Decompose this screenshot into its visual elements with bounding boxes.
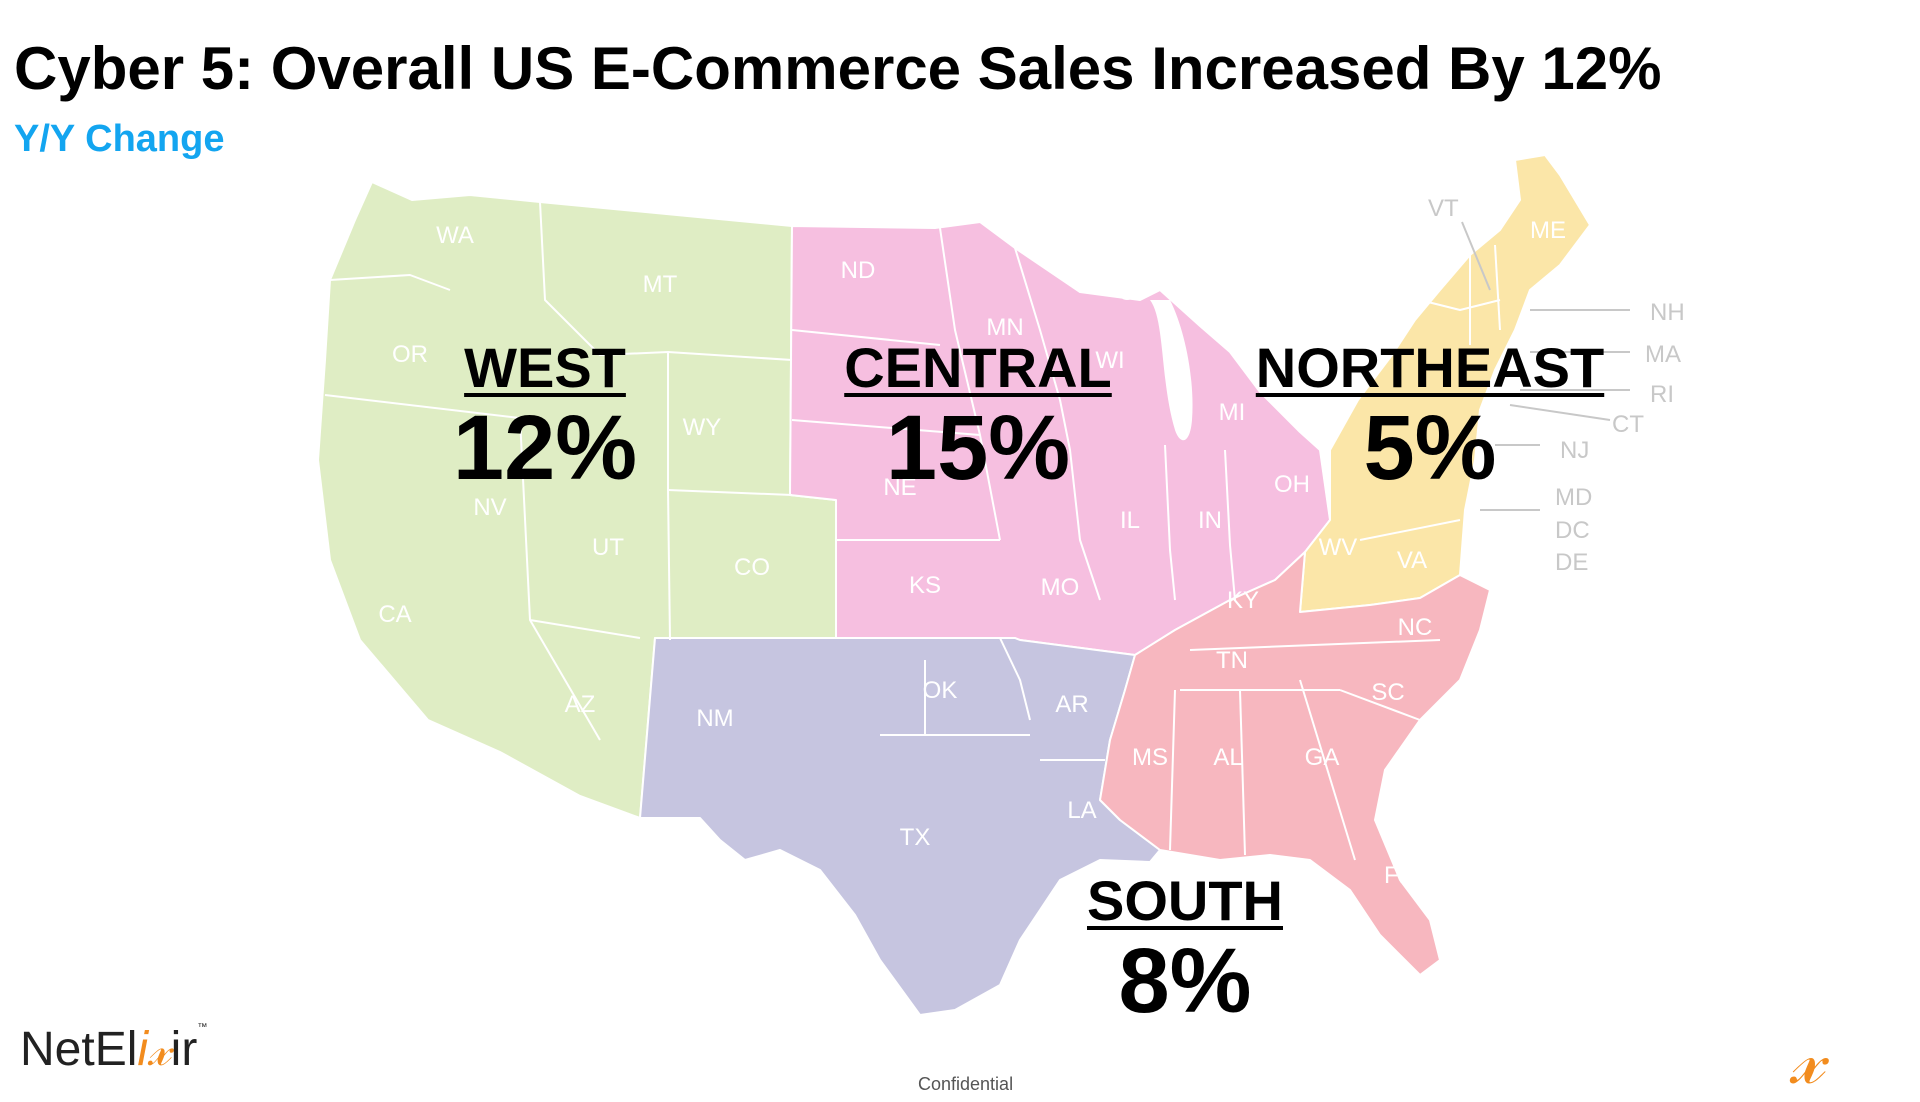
netelixir-x-icon: 𝓍 [1790, 1016, 1824, 1100]
state-label-nv: NV [473, 494, 506, 521]
northeast-callouts [1461, 221, 1630, 511]
state-label-mn: MN [986, 314, 1023, 341]
region-west-value: 12% [452, 397, 638, 499]
state-label-oh: OH [1274, 471, 1310, 498]
netelixir-logo: NetEli𝓍ir™ [20, 1022, 208, 1076]
state-label-de: DE [1555, 549, 1588, 576]
region-southeast-shape [1099, 551, 1491, 976]
region-northeast-value: 5% [1363, 397, 1497, 499]
region-northeast: NORTHEAST 5% [1256, 335, 1604, 497]
state-label-up: UP [1118, 279, 1151, 306]
state-label-co: CO [734, 554, 770, 581]
state-label-ct: CT [1612, 411, 1644, 438]
state-label-ut: UT [592, 534, 624, 561]
state-label-sc: SC [1371, 679, 1404, 706]
state-label-nd: ND [841, 257, 876, 284]
state-label-ms: MS [1132, 744, 1168, 771]
state-label-md: MD [1555, 484, 1592, 511]
state-label-wi: WI [1095, 347, 1124, 374]
state-label-ar: AR [1055, 691, 1088, 718]
state-label-al: AL [1213, 744, 1242, 771]
state-label-wa: WA [436, 222, 474, 249]
state-label-mt: MT [643, 271, 678, 298]
state-labels: WA OR CA NV MT WY UT CO AZ ND NE KS MN W… [378, 217, 1566, 889]
state-label-nc: NC [1398, 614, 1433, 641]
state-label-ca: CA [378, 601, 411, 628]
state-label-il: IL [1120, 507, 1140, 534]
state-label-tx: TX [900, 824, 931, 851]
state-label-tn: TN [1216, 647, 1248, 674]
page-subtitle: Y/Y Change [14, 118, 225, 160]
state-label-nm: NM [696, 705, 733, 732]
state-label-la: LA [1067, 797, 1096, 824]
state-label-ma: MA [1645, 341, 1681, 368]
state-label-ri: RI [1650, 381, 1674, 408]
region-south-value: 8% [1118, 930, 1252, 1032]
state-label-ks: KS [909, 572, 941, 599]
state-label-nj: NJ [1560, 437, 1589, 464]
state-label-wv: WV [1319, 534, 1358, 561]
state-label-wy: WY [683, 414, 722, 441]
state-label-mi: MI [1219, 399, 1246, 426]
region-west-shape [317, 181, 837, 819]
region-south-name: SOUTH [1087, 869, 1283, 932]
state-label-ne: NE [883, 474, 916, 501]
state-label-ok: OK [923, 677, 958, 704]
region-south: SOUTH 8% [1087, 868, 1283, 1030]
state-label-az: AZ [565, 691, 596, 718]
state-label-in: IN [1198, 507, 1222, 534]
state-label-ky: KY [1227, 587, 1259, 614]
state-label-dc: DC [1555, 517, 1590, 544]
region-northeast-name: NORTHEAST [1255, 336, 1605, 399]
page-title: Cyber 5: Overall US E-Commerce Sales Inc… [14, 35, 1662, 102]
state-label-ga: GA [1305, 744, 1340, 771]
region-central-name: CENTRAL [844, 336, 1112, 399]
confidential-label: Confidential [918, 1074, 1014, 1094]
state-label-vt: VT [1428, 195, 1459, 222]
state-label-fl: FL [1384, 862, 1412, 889]
region-central: CENTRAL 15% [844, 335, 1112, 497]
great-lakes [1150, 273, 1270, 441]
state-label-or: OR [392, 341, 428, 368]
region-central-value: 15% [885, 397, 1071, 499]
state-label-me: ME [1530, 217, 1566, 244]
region-west: WEST 12% [453, 335, 637, 497]
region-west-name: WEST [464, 336, 626, 399]
state-label-va: VA [1397, 547, 1427, 574]
state-label-nh: NH [1650, 299, 1685, 326]
state-label-mo: MO [1041, 574, 1080, 601]
